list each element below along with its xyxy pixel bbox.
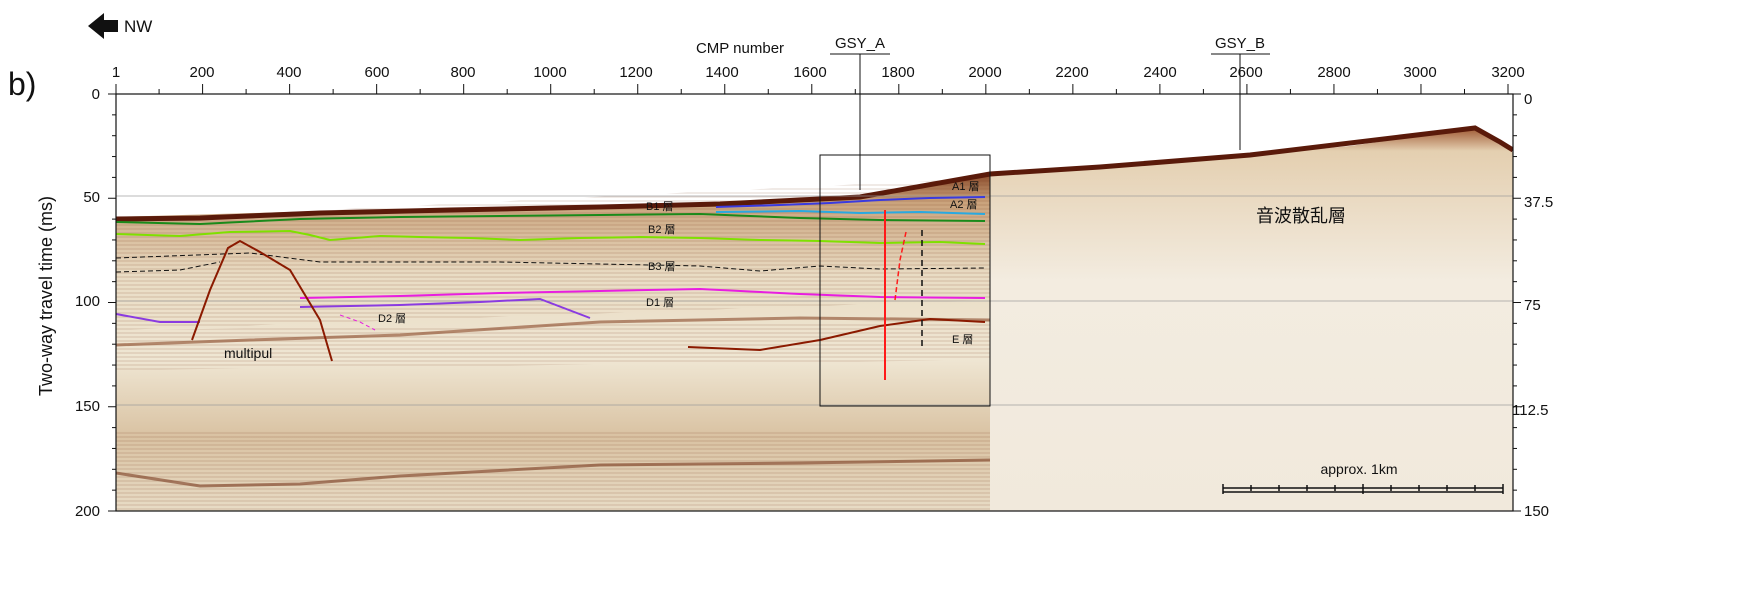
x-tick-label: 800 — [450, 64, 475, 81]
layer-label-B1: B1 層 — [646, 200, 674, 213]
layer-label-A2: A2 層 — [950, 198, 978, 211]
layer-label-D2: D2 層 — [378, 312, 406, 325]
x-axis-title: CMP number — [696, 40, 784, 57]
layer-label-B3: B3 層 — [648, 260, 676, 273]
x-tick-label: 1400 — [705, 64, 738, 81]
y-right-tick-label: 37.5 — [1524, 194, 1553, 211]
x-tick-labels: 1 200 400 600 800 1000 1200 1400 1600 18… — [112, 64, 1525, 81]
seafloor-reflector — [116, 125, 1513, 222]
multiple-label: multipul — [224, 345, 272, 361]
x-tick-label: 400 — [276, 64, 301, 81]
y-left-tick-label: 150 — [75, 398, 100, 415]
multiple-reflector — [191, 239, 333, 362]
y-right-tick-label: 150 — [1524, 503, 1549, 520]
horizon-E — [687, 317, 986, 352]
scale-bar-label: approx. 1km — [1320, 461, 1397, 477]
x-tick-label: 2000 — [968, 64, 1001, 81]
y-right-tick-labels: 0 37.5 75 112.5 150 — [1512, 91, 1553, 520]
x-tick-label: 1000 — [533, 64, 566, 81]
horizon-A1 — [715, 196, 986, 208]
direction-label: NW — [124, 17, 152, 36]
layer-label-B2: B2 層 — [648, 223, 676, 236]
gridlines — [116, 195, 1513, 406]
layer-label-A1: A1 層 — [952, 180, 980, 193]
axis-ticks — [108, 84, 1521, 512]
x-tick-label: 2800 — [1317, 64, 1350, 81]
x-tick-label: 2200 — [1055, 64, 1088, 81]
x-tick-label: 1200 — [619, 64, 652, 81]
x-tick-label: 3200 — [1491, 64, 1524, 81]
x-tick-label: 2600 — [1229, 64, 1262, 81]
y-left-tick-label: 200 — [75, 503, 100, 520]
sediment-fill-east — [990, 128, 1513, 511]
x-tick-label: 1600 — [793, 64, 826, 81]
y-right-tick-label: 112.5 — [1512, 402, 1548, 419]
detail-box — [819, 154, 991, 407]
layer-label-D1: D1 層 — [646, 296, 674, 309]
borehole-label-GSY_A: GSY_A — [835, 35, 885, 52]
borehole-markers — [830, 53, 1270, 190]
x-tick-label: 3000 — [1403, 64, 1436, 81]
y-left-tick-label: 100 — [75, 293, 100, 310]
horizon-B2 — [115, 229, 986, 245]
horizon-B1 — [115, 212, 986, 226]
interpreted-horizons — [115, 196, 986, 380]
y-right-tick-label: 0 — [1524, 91, 1532, 108]
y-right-tick-label: 75 — [1524, 297, 1541, 314]
horizon-D2 — [115, 313, 200, 323]
x-tick-label: 1800 — [881, 64, 914, 81]
x-tick-label: 600 — [364, 64, 389, 81]
borehole-label-GSY_B: GSY_B — [1215, 35, 1265, 52]
y-left-tick-labels: 0 50 100 150 200 — [75, 86, 100, 520]
horizon-B3 — [115, 252, 986, 272]
y-left-tick-label: 0 — [92, 86, 100, 103]
horizon-A2 — [715, 209, 986, 215]
scale-bar — [1222, 484, 1504, 494]
horizon-D1 — [299, 287, 986, 299]
y-left-tick-label: 50 — [83, 189, 100, 206]
scatter-zone-label: 音波散乱層 — [1256, 206, 1346, 226]
arrow-left-icon — [88, 13, 118, 39]
layer-label-E: E 層 — [952, 333, 973, 346]
x-tick-label: 200 — [189, 64, 214, 81]
panel-label: b) — [8, 66, 36, 102]
y-axis-left-title: Two-way travel time (ms) — [36, 196, 56, 396]
x-tick-label: 2400 — [1143, 64, 1176, 81]
seismic-image — [116, 125, 1513, 511]
x-tick-label: 1 — [112, 64, 120, 81]
